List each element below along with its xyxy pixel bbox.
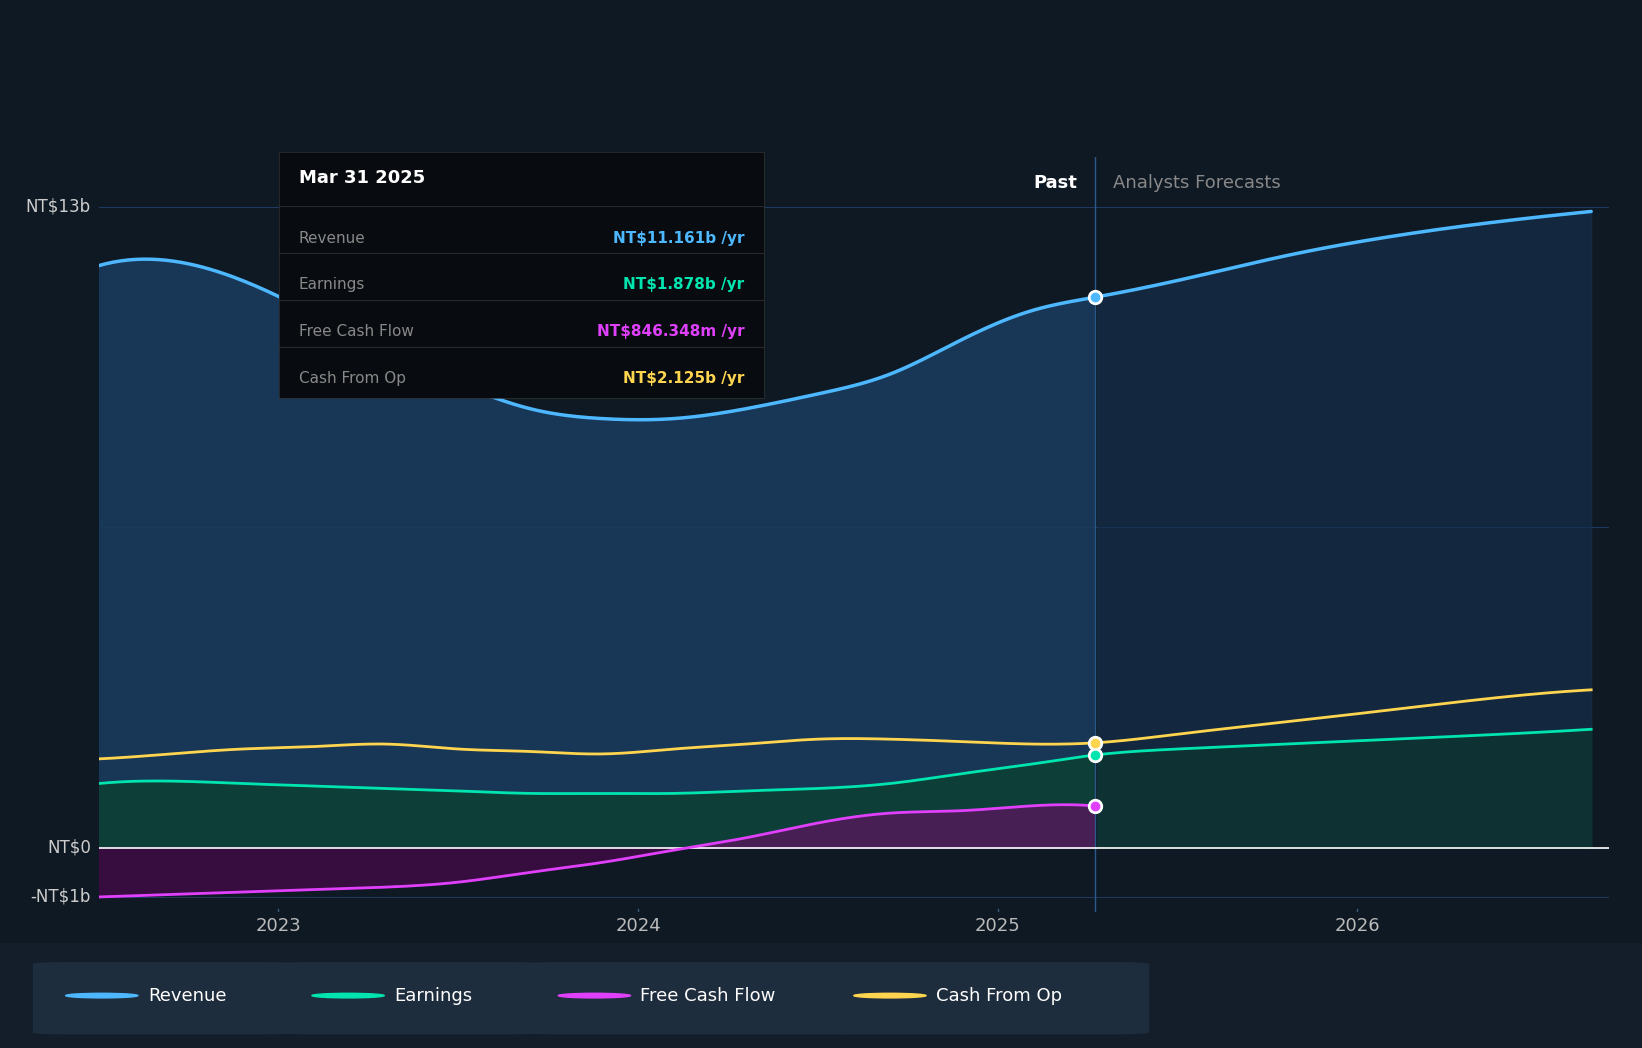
Text: Earnings: Earnings [299,278,365,292]
Text: Free Cash Flow: Free Cash Flow [299,324,414,340]
Text: Free Cash Flow: Free Cash Flow [640,986,775,1005]
Text: -NT$1b: -NT$1b [31,888,90,905]
Text: NT$846.348m /yr: NT$846.348m /yr [596,324,744,340]
Circle shape [854,994,926,998]
Text: Revenue: Revenue [148,986,227,1005]
Text: Mar 31 2025: Mar 31 2025 [299,169,425,188]
Text: 2026: 2026 [1335,917,1381,935]
Text: NT$2.125b /yr: NT$2.125b /yr [622,371,744,386]
Text: NT$13b: NT$13b [26,197,90,216]
Circle shape [558,994,631,998]
FancyBboxPatch shape [33,962,296,1034]
Text: Cash From Op: Cash From Op [936,986,1062,1005]
Text: NT$0: NT$0 [48,838,90,856]
Text: 2025: 2025 [975,917,1021,935]
Text: NT$1.878b /yr: NT$1.878b /yr [622,278,744,292]
Circle shape [312,994,384,998]
FancyBboxPatch shape [525,962,870,1034]
FancyBboxPatch shape [821,962,1149,1034]
Text: Analysts Forecasts: Analysts Forecasts [1113,174,1281,192]
Text: Cash From Op: Cash From Op [299,371,406,386]
Text: Earnings: Earnings [394,986,473,1005]
Text: 2023: 2023 [256,917,300,935]
Text: Past: Past [1033,174,1077,192]
Text: NT$11.161b /yr: NT$11.161b /yr [612,231,744,245]
Text: 2024: 2024 [616,917,662,935]
Circle shape [66,994,138,998]
FancyBboxPatch shape [279,962,542,1034]
Text: Revenue: Revenue [299,231,365,245]
